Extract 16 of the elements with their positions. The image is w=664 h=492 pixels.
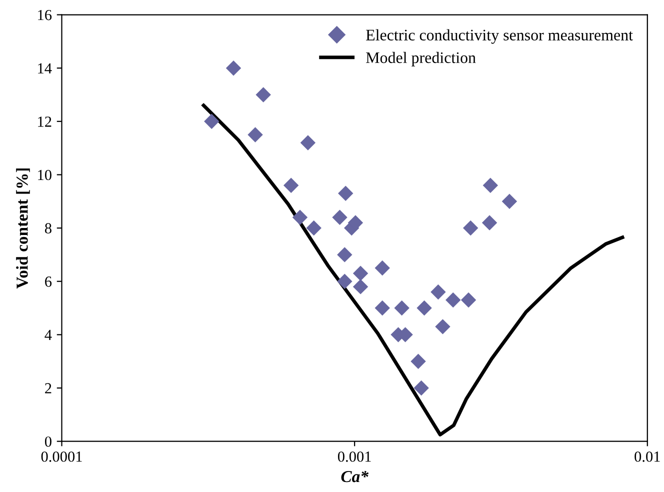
y-tick-label: 4 (44, 330, 52, 340)
y-tick-label: 0 (44, 436, 52, 447)
x-axis-title: Ca* (341, 470, 369, 482)
y-tick-label: 16 (38, 10, 52, 20)
y-tick-label: 14 (38, 63, 52, 74)
x-tick-label: 0.0001 (41, 451, 82, 462)
y-axis-title: Void content [%] (16, 168, 30, 289)
y-tick-label: 8 (44, 223, 52, 234)
legend-label: Model prediction (366, 52, 476, 66)
legend-label: Electric conductivity sensor measurement (366, 29, 633, 44)
y-tick-label: 10 (38, 170, 52, 180)
y-tick-label: 12 (38, 116, 52, 127)
y-tick-label: 2 (45, 383, 52, 394)
x-tick-label: 0.01 (634, 451, 660, 462)
x-tick-label: 0.001 (338, 451, 371, 462)
y-tick-label: 6 (45, 276, 52, 287)
